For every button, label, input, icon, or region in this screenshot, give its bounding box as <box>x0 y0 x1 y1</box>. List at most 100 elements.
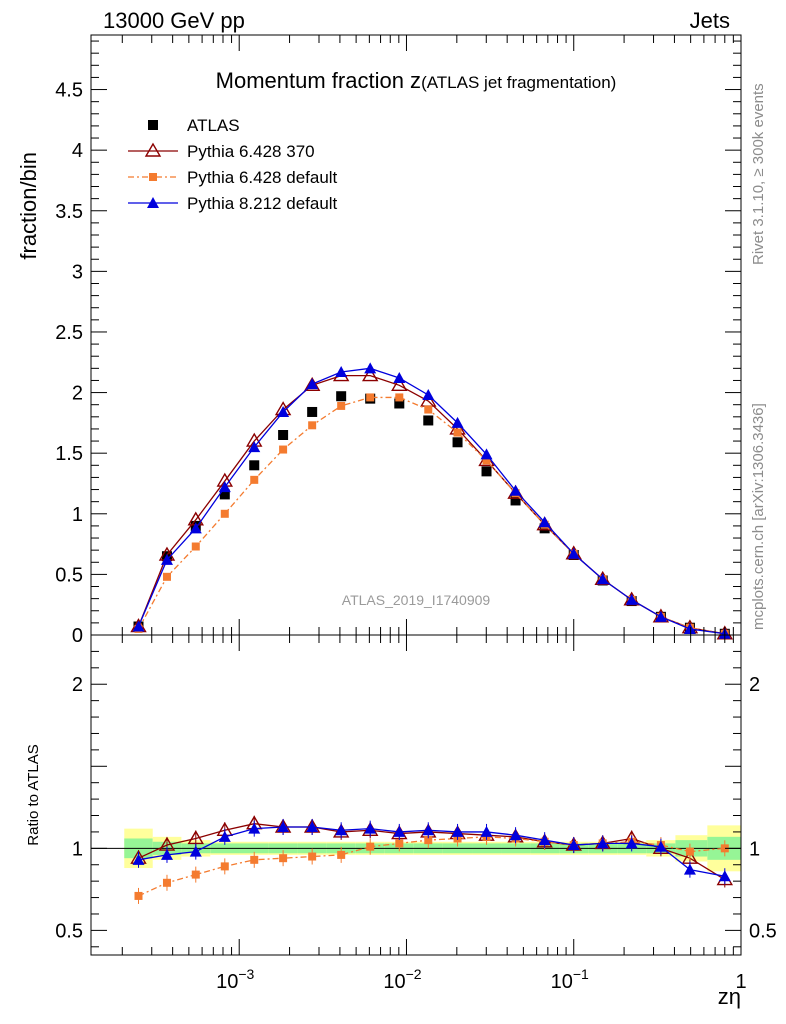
y-tick-label: 0.5 <box>55 564 83 586</box>
ratio-point <box>395 839 404 848</box>
x-tick-label-exponent: −2 <box>406 966 422 982</box>
data-point <box>453 428 462 437</box>
y-tick-label: 1 <box>72 504 83 526</box>
y-tick-label: 1.5 <box>55 443 83 465</box>
main-title: Momentum fraction z(ATLAS jet fragmentat… <box>216 68 617 93</box>
y-tick-label: 3.5 <box>55 201 83 223</box>
data-point <box>189 522 202 534</box>
data-point <box>162 572 171 581</box>
data-point <box>482 456 491 465</box>
data-point <box>509 484 522 496</box>
ratio-point <box>538 834 551 846</box>
legend-item: Pythia 8.212 default <box>128 194 338 213</box>
legend-marker <box>149 173 157 181</box>
data-point <box>307 406 318 417</box>
ratio-point <box>393 825 406 837</box>
data-point <box>218 481 231 493</box>
legend-marker <box>148 120 158 130</box>
ratio-point <box>720 844 729 853</box>
ratio-point <box>596 837 609 849</box>
ratio-point <box>424 836 433 845</box>
ratio-point <box>685 847 694 856</box>
ratio-point <box>162 878 171 887</box>
x-tick-label-exponent: −3 <box>238 966 254 982</box>
ratio-point <box>220 862 229 871</box>
data-point <box>480 448 493 460</box>
y-tick-label: 0 <box>72 625 83 647</box>
ratio-point <box>218 830 231 842</box>
data-point <box>422 389 435 400</box>
x-tick-label: 10−1 <box>551 966 589 993</box>
data-point <box>335 365 348 377</box>
data-point <box>394 398 405 409</box>
ratio-point <box>277 821 290 832</box>
main-ylabel: fraction/bin <box>16 152 41 260</box>
data-point <box>303 376 321 392</box>
ratio-point <box>480 825 493 837</box>
data-point <box>219 489 230 500</box>
ratio-point <box>654 840 667 852</box>
ratio-y-tick-label-left: 2 <box>72 674 83 696</box>
data-point <box>191 542 200 551</box>
main-title-main: Momentum fraction z <box>216 68 421 93</box>
data-point <box>391 376 408 392</box>
ratio-point <box>279 854 288 863</box>
data-point <box>567 547 580 559</box>
ratio-y-tick-label-right: 2 <box>749 674 760 696</box>
ratio-point <box>134 891 143 900</box>
x-tick-label-base: 10 <box>383 971 405 993</box>
main-plot-panel: 0 0.5 1 1.5 2 2.5 3 3.5 4 4.5 fraction/bin Moment… <box>16 34 742 647</box>
data-point <box>277 405 290 417</box>
data-point <box>160 553 173 565</box>
ratio-point <box>567 839 580 851</box>
legend-item: Pythia 6.428 370 <box>128 142 315 161</box>
ratio-y-tick-label-left: 0.5 <box>55 920 83 942</box>
ratio-y-tick-label-right: 1 <box>749 838 760 860</box>
legend-label: ATLAS <box>187 116 240 135</box>
y-tick-label: 2 <box>72 383 83 405</box>
process-label: Jets <box>690 8 730 33</box>
x-tick-label-base: 1 <box>735 971 746 993</box>
data-point <box>366 393 375 402</box>
data-point <box>424 405 433 414</box>
ratio-point <box>364 822 377 834</box>
ratio-ylabel: Ratio to ATLAS <box>25 744 42 845</box>
ratio-point <box>683 863 696 875</box>
data-point <box>278 430 289 440</box>
data-point <box>248 441 261 453</box>
x-tick-label: 10−3 <box>216 966 254 993</box>
data-point <box>249 460 260 471</box>
legend-label: Pythia 6.428 default <box>187 168 338 187</box>
data-point <box>364 362 377 374</box>
ratio-point <box>366 842 375 851</box>
x-tick-label: 1 <box>735 971 746 993</box>
ratio-point <box>308 852 317 861</box>
data-point <box>452 437 463 448</box>
rivet-version-label: Rivet 3.1.10, ≥ 300k events <box>750 83 767 265</box>
ratio-point <box>250 855 259 864</box>
ratio-point <box>335 824 348 836</box>
x-tick-label: 10−2 <box>383 966 421 993</box>
x-tick-label-base: 10 <box>216 971 238 993</box>
data-point <box>393 372 406 384</box>
data-point <box>308 421 317 430</box>
x-axis-label: zη <box>718 984 741 1009</box>
x-tick-label-exponent: −1 <box>573 966 589 982</box>
ratio-y-tick-label-right: 0.5 <box>749 920 777 942</box>
x-tick-label-base: 10 <box>551 971 573 993</box>
ratio-plot-frame <box>90 634 742 956</box>
data-point <box>220 509 229 518</box>
legend-item: ATLAS <box>148 116 240 135</box>
ratio-series-2 <box>132 819 731 885</box>
ratio-point <box>160 848 173 860</box>
ratio-point <box>422 824 435 836</box>
ratio-point <box>337 850 346 859</box>
data-point <box>654 610 667 622</box>
ratio-point <box>248 822 261 834</box>
legend-marker <box>144 142 162 157</box>
ratio-point <box>625 837 638 849</box>
data-point <box>337 401 346 410</box>
ratio-y-tick-label-left: 1 <box>72 838 83 860</box>
ratio-point <box>132 853 145 865</box>
